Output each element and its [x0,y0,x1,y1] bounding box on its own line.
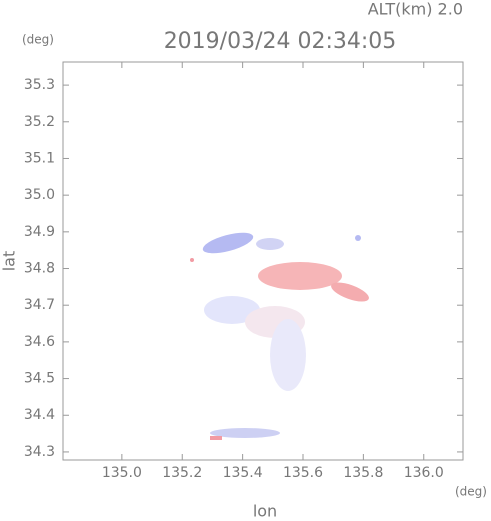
x-tick-label: 135.2 [162,465,202,481]
x-axis-label: lon [253,502,277,521]
y-tick-label: 34.6 [24,334,55,350]
x-tick-label: 135.8 [343,465,383,481]
x-tick-label: 136.0 [404,465,444,481]
y-tick-label: 34.3 [24,444,55,460]
radar-echo [190,232,369,440]
annotation: ALT(km) 2.0 [368,0,463,19]
y-tick-label: 35.2 [24,114,55,130]
y-axis-label: lat [0,251,19,272]
x-tick-label: 135.4 [223,465,263,481]
y-unit: (deg) [22,33,54,47]
y-tick-label: 34.8 [24,261,55,277]
y-tick-label: 35.3 [24,77,55,93]
y-tick-label: 34.4 [24,407,55,423]
y-tick-label: 34.5 [24,371,55,387]
y-tick-label: 34.7 [24,297,55,313]
chart-title: 2019/03/24 02:34:05 [164,29,397,54]
y-tick-label: 35.0 [24,187,55,203]
x-unit: (deg) [455,485,487,499]
x-tick-label: 135.0 [102,465,142,481]
plot-frame [62,61,464,461]
x-tick-label: 135.6 [283,465,323,481]
y-tick-label: 35.1 [24,150,55,166]
y-tick-label: 34.9 [24,224,55,240]
